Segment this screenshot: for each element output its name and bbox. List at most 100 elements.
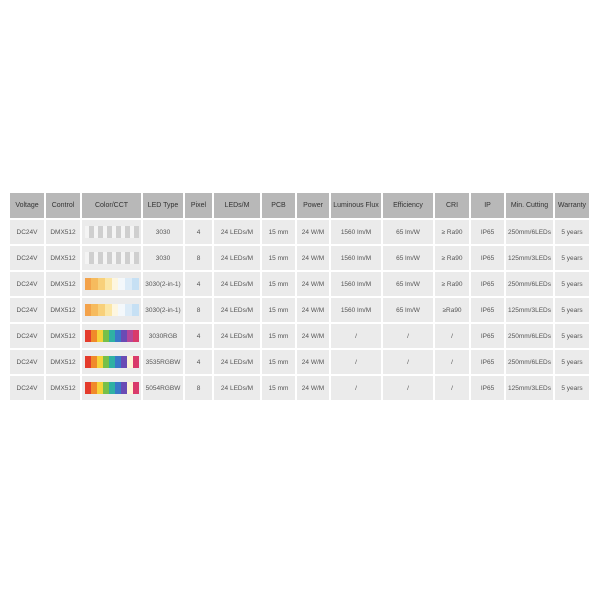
table-cell: 3030RGB bbox=[143, 324, 183, 348]
table-cell: 65 lm/W bbox=[383, 272, 433, 296]
swatch-stripe bbox=[89, 252, 94, 264]
table-cell: 3030(2-in-1) bbox=[143, 272, 183, 296]
table-row: DC24V DMX512 3030 4 24 LEDs/M 15 mm 24 W/M 1560… bbox=[10, 220, 589, 244]
swatch-stripe bbox=[129, 252, 134, 264]
table-cell: DMX512 bbox=[46, 220, 80, 244]
table-cell: DMX512 bbox=[46, 246, 80, 270]
swatch-stripe bbox=[118, 278, 125, 290]
swatch-stripe bbox=[84, 382, 91, 394]
swatch-stripe bbox=[108, 356, 115, 368]
swatch-stripe bbox=[93, 226, 98, 238]
header-cell: Warranty bbox=[555, 193, 589, 218]
table-cell: DC24V bbox=[10, 298, 44, 322]
table-cell: 250mm/6LEDs bbox=[506, 324, 553, 348]
header-cell: PCB bbox=[262, 193, 295, 218]
table-cell: 24 LEDs/M bbox=[214, 220, 260, 244]
table-cell: 15 mm bbox=[262, 350, 295, 374]
table-cell: 8 bbox=[185, 376, 212, 400]
swatch-stripe bbox=[102, 356, 109, 368]
color-swatch bbox=[84, 330, 139, 342]
spec-table: Voltage Control Color/CCT LED Type Pixel LEDs… bbox=[8, 191, 591, 402]
table-cell: 1560 lm/M bbox=[331, 298, 381, 322]
table-cell: 24 W/M bbox=[297, 376, 329, 400]
table-cell: 5 years bbox=[555, 376, 589, 400]
swatch-stripe bbox=[102, 226, 107, 238]
swatch-stripe bbox=[84, 330, 91, 342]
table-cell: 250mm/6LEDs bbox=[506, 220, 553, 244]
color-swatch-cell bbox=[82, 350, 141, 374]
color-swatch-cell bbox=[82, 220, 141, 244]
swatch-stripe bbox=[134, 226, 139, 238]
header-row: Voltage Control Color/CCT LED Type Pixel LEDs… bbox=[10, 193, 589, 218]
swatch-stripe bbox=[120, 330, 127, 342]
swatch-stripe bbox=[84, 304, 92, 316]
table-cell: / bbox=[331, 376, 381, 400]
table-cell: 5 years bbox=[555, 246, 589, 270]
table-cell: 4 bbox=[185, 220, 212, 244]
table-row: DC24V DMX512 3030(2-in-1) 4 24 LEDs/M 15 mm 24… bbox=[10, 272, 589, 296]
color-swatch bbox=[84, 226, 139, 238]
swatch-stripe bbox=[114, 330, 121, 342]
table-cell: ≥ Ra90 bbox=[435, 272, 469, 296]
table-cell: / bbox=[331, 350, 381, 374]
table-cell: 65 lm/W bbox=[383, 298, 433, 322]
table-cell: 24 LEDs/M bbox=[214, 246, 260, 270]
table-cell: / bbox=[435, 350, 469, 374]
swatch-stripe bbox=[131, 304, 139, 316]
header-cell: Luminous Flux bbox=[331, 193, 381, 218]
swatch-stripe bbox=[96, 356, 103, 368]
swatch-stripe bbox=[104, 278, 112, 290]
table-cell: / bbox=[435, 376, 469, 400]
spec-table-wrap: Voltage Control Color/CCT LED Type Pixel LEDs… bbox=[9, 193, 590, 400]
swatch-stripe bbox=[129, 226, 134, 238]
swatch-stripe bbox=[114, 382, 121, 394]
table-cell: 24 W/M bbox=[297, 246, 329, 270]
table-cell: 5 years bbox=[555, 324, 589, 348]
header-cell: Min. Cutting bbox=[506, 193, 553, 218]
table-cell: DC24V bbox=[10, 350, 44, 374]
swatch-stripe bbox=[126, 356, 133, 368]
swatch-stripe bbox=[114, 356, 121, 368]
table-cell: 8 bbox=[185, 246, 212, 270]
table-cell: / bbox=[383, 350, 433, 374]
table-cell: IP65 bbox=[471, 376, 504, 400]
table-cell: DMX512 bbox=[46, 376, 80, 400]
table-cell: 24 W/M bbox=[297, 350, 329, 374]
color-swatch bbox=[84, 252, 139, 264]
swatch-stripe bbox=[90, 382, 97, 394]
swatch-stripe bbox=[90, 330, 97, 342]
swatch-stripe bbox=[104, 304, 112, 316]
swatch-stripe bbox=[125, 304, 132, 316]
table-cell: 3030 bbox=[143, 220, 183, 244]
swatch-stripe bbox=[111, 226, 116, 238]
color-swatch-cell bbox=[82, 298, 141, 322]
color-swatch bbox=[84, 382, 139, 394]
table-cell: 15 mm bbox=[262, 298, 295, 322]
swatch-stripe bbox=[84, 278, 92, 290]
swatch-stripe bbox=[111, 278, 119, 290]
swatch-stripe bbox=[91, 304, 98, 316]
swatch-stripe bbox=[120, 252, 125, 264]
table-cell: DMX512 bbox=[46, 272, 80, 296]
table-cell: / bbox=[331, 324, 381, 348]
header-cell: Pixel bbox=[185, 193, 212, 218]
table-cell: 3030 bbox=[143, 246, 183, 270]
table-row: DC24V DMX512 5054RGBW 8 24 LEDs/M 15 mm 24 W/M… bbox=[10, 376, 589, 400]
table-cell: ≥Ra90 bbox=[435, 298, 469, 322]
table-cell: 4 bbox=[185, 324, 212, 348]
table-cell: / bbox=[383, 376, 433, 400]
swatch-stripe bbox=[132, 356, 139, 368]
swatch-stripe bbox=[116, 252, 121, 264]
table-cell: 24 LEDs/M bbox=[214, 350, 260, 374]
table-row: DC24V DMX512 3535RGBW 4 24 LEDs/M 15 mm 24 W/M… bbox=[10, 350, 589, 374]
table-cell: 15 mm bbox=[262, 376, 295, 400]
swatch-stripe bbox=[98, 226, 103, 238]
swatch-stripe bbox=[84, 226, 89, 238]
color-swatch bbox=[84, 278, 139, 290]
table-cell: 65 lm/W bbox=[383, 246, 433, 270]
table-cell: 15 mm bbox=[262, 272, 295, 296]
table-cell: IP65 bbox=[471, 246, 504, 270]
color-swatch-cell bbox=[82, 272, 141, 296]
table-cell: 3030(2-in-1) bbox=[143, 298, 183, 322]
